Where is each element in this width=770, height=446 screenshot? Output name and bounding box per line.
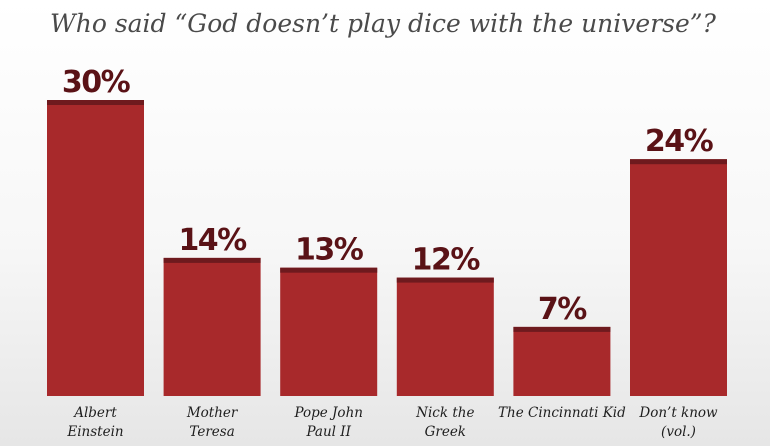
bar-0 [47,100,144,396]
category-label-5: Don’t know (vol.) [638,405,718,440]
category-label-1: Mother Teresa [186,405,239,440]
category-label-3: Nick the Greek [415,405,474,440]
bar-cap-4 [513,326,611,332]
value-label-5: 24% [645,124,714,159]
value-label-2: 13% [295,233,364,268]
category-label-2: Pope John Paul II [293,405,363,440]
value-label-4: 7% [538,292,587,327]
bar-cap-5 [630,159,727,165]
bar-2 [280,267,378,396]
category-label-line: Einstein [66,424,123,440]
bar-4 [513,326,611,396]
value-label-1: 14% [178,223,247,258]
bar-1 [163,257,261,396]
category-label-line: Pope John [293,405,363,421]
category-label-0: Albert Einstein [66,405,123,440]
category-label-4: The Cincinnati Kid [498,405,626,421]
value-label-3: 12% [412,243,481,278]
chart-title: Who said “God doesn’t play dice with the… [50,9,717,38]
bar-5 [630,159,727,396]
bar-cap-1 [163,257,261,263]
category-label-line: Don’t know [638,405,718,421]
bar-cap-2 [280,267,378,273]
category-label-line: Albert [72,405,117,421]
category-label-line: Nick the [415,405,474,421]
category-label-line: Mother [186,405,239,421]
category-label-line: Paul II [305,424,351,440]
bar-cap-3 [396,277,494,283]
value-label-0: 30% [62,65,131,100]
category-label-line: The Cincinnati Kid [498,405,626,421]
category-label-line: Teresa [189,424,234,440]
bar-cap-0 [47,100,144,105]
category-label-line: (vol.) [661,424,696,440]
bar-3 [396,277,494,396]
bars: 30% Albert Einstein 14% Mother Teresa 13% Pope … [47,65,727,440]
category-label-line: Greek [425,424,466,440]
